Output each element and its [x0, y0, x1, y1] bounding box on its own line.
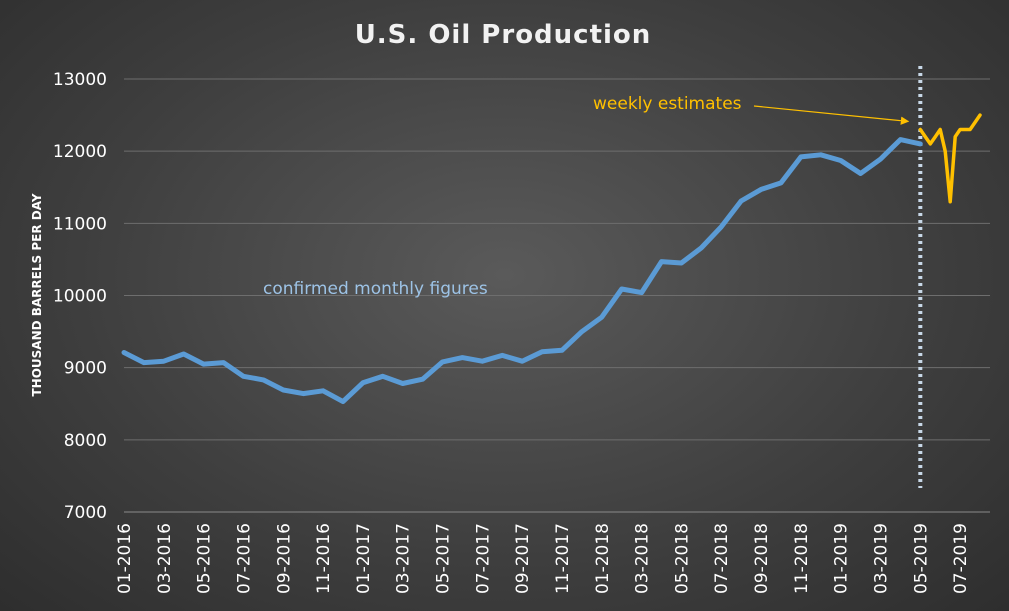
gridlines [124, 78, 990, 513]
x-tick-label: 01-2016 [115, 523, 135, 594]
annotation-weekly-estimates: weekly estimates [593, 94, 742, 114]
y-tick-label: 7000 [64, 503, 107, 523]
x-tick-label: 11-2018 [792, 523, 812, 594]
y-tick-labels: 7000 8000 9000 10000 11000 12000 13000 [53, 70, 107, 523]
y-axis-label: THOUSAND BARRELS PER DAY [30, 193, 44, 396]
x-tick-label: 09-2017 [513, 523, 533, 594]
x-tick-label: 05-2018 [672, 523, 692, 594]
y-tick-label: 8000 [64, 431, 107, 451]
x-tick-label: 11-2017 [553, 523, 573, 594]
x-tick-label: 07-2017 [473, 523, 493, 594]
y-tick-label: 10000 [53, 287, 107, 307]
x-tick-label: 07-2019 [951, 523, 971, 594]
x-tick-label: 05-2017 [434, 523, 454, 594]
y-tick-label: 12000 [53, 142, 107, 162]
x-tick-label: 01-2017 [354, 523, 374, 594]
y-tick-label: 11000 [53, 214, 107, 234]
x-tick-label: 01-2019 [832, 523, 852, 594]
series-lines [121, 113, 982, 405]
series-line-weekly [918, 113, 982, 204]
x-tick-label: 03-2019 [872, 523, 892, 594]
series-line-monthly [121, 137, 923, 405]
x-tick-label: 09-2016 [274, 523, 294, 594]
annotation-confirmed-monthly-figures: confirmed monthly figures [263, 279, 488, 299]
annotation-arrow [753, 105, 910, 125]
x-tick-label: 05-2016 [195, 523, 215, 594]
x-tick-label: 11-2016 [314, 523, 334, 594]
x-tick-label: 01-2018 [593, 523, 613, 594]
y-tick-label: 13000 [53, 70, 107, 90]
x-tick-label: 07-2018 [712, 523, 732, 594]
x-tick-label: 05-2019 [911, 523, 931, 594]
x-tick-label: 09-2018 [752, 523, 772, 594]
x-tick-label: 03-2016 [155, 523, 175, 594]
x-tick-label: 03-2018 [633, 523, 653, 594]
y-tick-label: 9000 [64, 359, 107, 379]
chart-title: U.S. Oil Production [355, 20, 652, 50]
x-tick-labels: 01-2016 03-2016 05-2016 07-2016 09-2016 11-20… [115, 523, 971, 594]
x-tick-label: 07-2016 [234, 523, 254, 594]
x-tick-label: 03-2017 [394, 523, 414, 594]
